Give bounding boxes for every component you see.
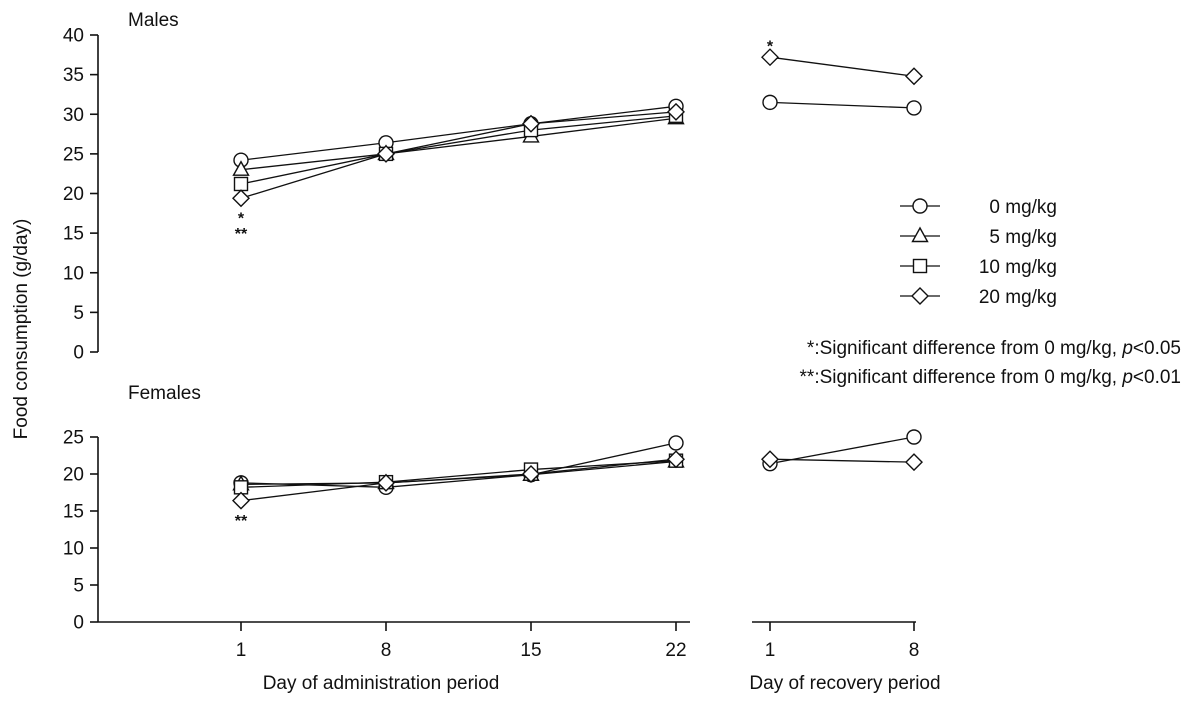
- y-tick-label-males: 10: [63, 263, 84, 284]
- y-tick-label-females: 25: [63, 428, 84, 449]
- series-line-males-recovery-20-mg-kg: [769, 56, 915, 77]
- significance-mark: **: [235, 513, 248, 530]
- y-tick-label-females: 20: [63, 465, 84, 486]
- x-tick-label-recovery: 1: [765, 640, 776, 661]
- data-point-males-10-mg-kg: [233, 176, 249, 192]
- series-line-males-administration-10-mg-kg: [240, 115, 677, 185]
- data-point-females-20-mg-kg: [522, 465, 540, 483]
- data-point-females-0-mg-kg: [668, 435, 684, 451]
- legend-label: 10 mg/kg: [979, 257, 1057, 278]
- series-line-males-administration-0-mg-kg: [240, 105, 677, 161]
- series-line-males-administration-5-mg-kg: [240, 117, 677, 171]
- data-point-females-20-mg-kg: [232, 491, 250, 510]
- data-point-males-20-mg-kg: [522, 114, 540, 133]
- label-layer: 0 5 10 15 20 25 30 35 40 Males 0 5 10 15 20 25 Females 1 8…: [11, 10, 1181, 694]
- y-tick-label-males: 30: [63, 105, 84, 126]
- x-tick-label-recovery: 8: [909, 640, 920, 661]
- y-tick-label-males: 40: [63, 26, 84, 47]
- data-point-males-20-mg-kg: [667, 102, 685, 121]
- x-tick-label-administration: 1: [236, 640, 247, 661]
- data-point-females-20-mg-kg: [761, 450, 779, 469]
- data-point-males-0-mg-kg: [906, 100, 922, 116]
- series-line-females-administration-20-mg-kg: [240, 458, 677, 502]
- data-point-females-20-mg-kg: [377, 473, 395, 492]
- series-layer: [232, 48, 923, 510]
- y-tick-label-females: 5: [73, 576, 84, 597]
- legend-marker-diamond: [911, 287, 929, 305]
- data-point-males-20-mg-kg: [761, 48, 779, 67]
- data-point-females-20-mg-kg: [905, 453, 923, 472]
- y-tick-label-females: 10: [63, 539, 84, 560]
- series-line-females-administration-10-mg-kg: [240, 460, 677, 488]
- data-point-males-20-mg-kg: [377, 144, 395, 163]
- y-tick-label-males: 20: [63, 184, 84, 205]
- legend-marker-square: [912, 258, 928, 274]
- legend-marker-triangle: [911, 226, 929, 243]
- y-axis-label: Food consumption (g/day): [11, 219, 32, 440]
- data-point-females-20-mg-kg: [667, 450, 685, 469]
- series-line-males-recovery-0-mg-kg: [769, 101, 915, 109]
- significance-mark: *: [238, 210, 245, 227]
- legend-label: 0 mg/kg: [989, 197, 1057, 218]
- significance-mark: **: [235, 226, 248, 243]
- series-line-males-administration-20-mg-kg: [240, 111, 677, 199]
- x-axis-label-administration: Day of administration period: [263, 673, 500, 694]
- footnote: **:Significant difference from 0 mg/kg, …: [800, 367, 1181, 388]
- y-tick-label-females: 0: [73, 613, 84, 634]
- data-point-females-0-mg-kg: [906, 429, 922, 445]
- panel-title-females: Females: [128, 383, 201, 404]
- data-point-males-5-mg-kg: [232, 160, 250, 176]
- x-tick-label-administration: 22: [665, 640, 686, 661]
- axes-layer: [90, 34, 916, 631]
- y-tick-label-males: 25: [63, 144, 84, 165]
- legend-marker-circle: [912, 198, 928, 214]
- data-point-males-0-mg-kg: [762, 94, 778, 111]
- x-tick-label-administration: 15: [520, 640, 541, 661]
- significance-mark: *: [767, 38, 774, 55]
- y-tick-label-males: 5: [73, 303, 84, 324]
- data-point-males-20-mg-kg: [232, 189, 250, 208]
- y-tick-label-males: 0: [73, 343, 84, 364]
- y-tick-label-males: 35: [63, 65, 84, 86]
- panel-title-males: Males: [128, 10, 179, 31]
- legend-label: 5 mg/kg: [989, 227, 1057, 248]
- y-tick-label-females: 15: [63, 502, 84, 523]
- x-tick-label-administration: 8: [381, 640, 392, 661]
- data-point-males-20-mg-kg: [905, 67, 923, 86]
- x-axis-label-recovery: Day of recovery period: [749, 673, 940, 694]
- series-line-females-recovery-20-mg-kg: [769, 458, 915, 463]
- legend-label: 20 mg/kg: [979, 287, 1057, 308]
- footnote: *:Significant difference from 0 mg/kg, p…: [807, 338, 1181, 359]
- y-tick-label-males: 15: [63, 224, 84, 245]
